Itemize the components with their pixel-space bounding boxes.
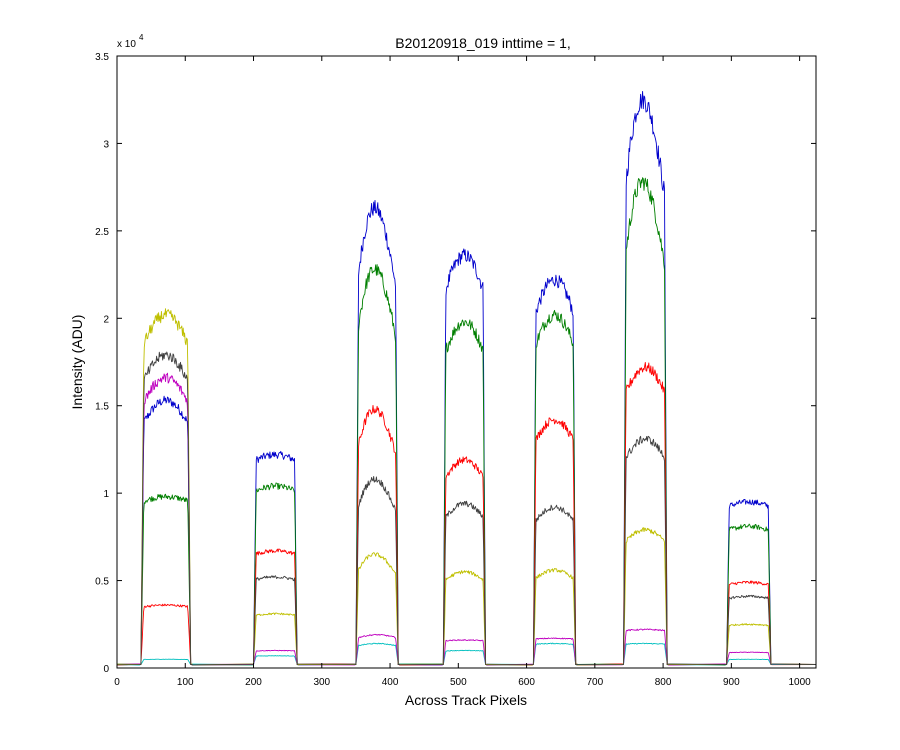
y-tick-label: 3: [103, 139, 109, 150]
x-axis-label: Across Track Pixels: [405, 692, 527, 708]
y-tick-label: 3.5: [95, 52, 109, 63]
y-tick-label: 1.5: [95, 402, 109, 413]
x-tick-label: 400: [382, 677, 399, 688]
chart-title: B20120918_019 inttime = 1,: [395, 35, 571, 51]
y-tick-label: 0.5: [95, 577, 109, 588]
y-tick-label: 1: [103, 489, 109, 500]
x-tick-label: 700: [586, 677, 603, 688]
x-tick-label: 100: [177, 677, 194, 688]
y-tick-label: 2.5: [95, 227, 109, 238]
x-tick-label: 300: [313, 677, 330, 688]
plot-frame: [116, 55, 817, 669]
x-tick-label: 600: [518, 677, 535, 688]
x-tick-label: 0: [114, 677, 120, 688]
y-axis-label: Intensity (ADU): [69, 315, 85, 410]
y-exponent-label: x 10: [117, 39, 136, 50]
series-layer: [116, 90, 817, 666]
x-tick-label: 800: [655, 677, 672, 688]
ticks-layer: 0 100 200 300 400 500 600 700 800 900 1000 0 0.5 1 1.5…: [95, 52, 816, 688]
y-tick-label: 2: [103, 314, 109, 325]
x-tick-label: 500: [450, 677, 467, 688]
y-exponent-power: 4: [139, 33, 144, 42]
x-tick-label: 1000: [788, 677, 811, 688]
y-tick-label: 0: [103, 664, 109, 675]
series-line-6: [116, 351, 817, 666]
x-tick-label: 200: [245, 677, 262, 688]
x-tick-label: 900: [723, 677, 740, 688]
